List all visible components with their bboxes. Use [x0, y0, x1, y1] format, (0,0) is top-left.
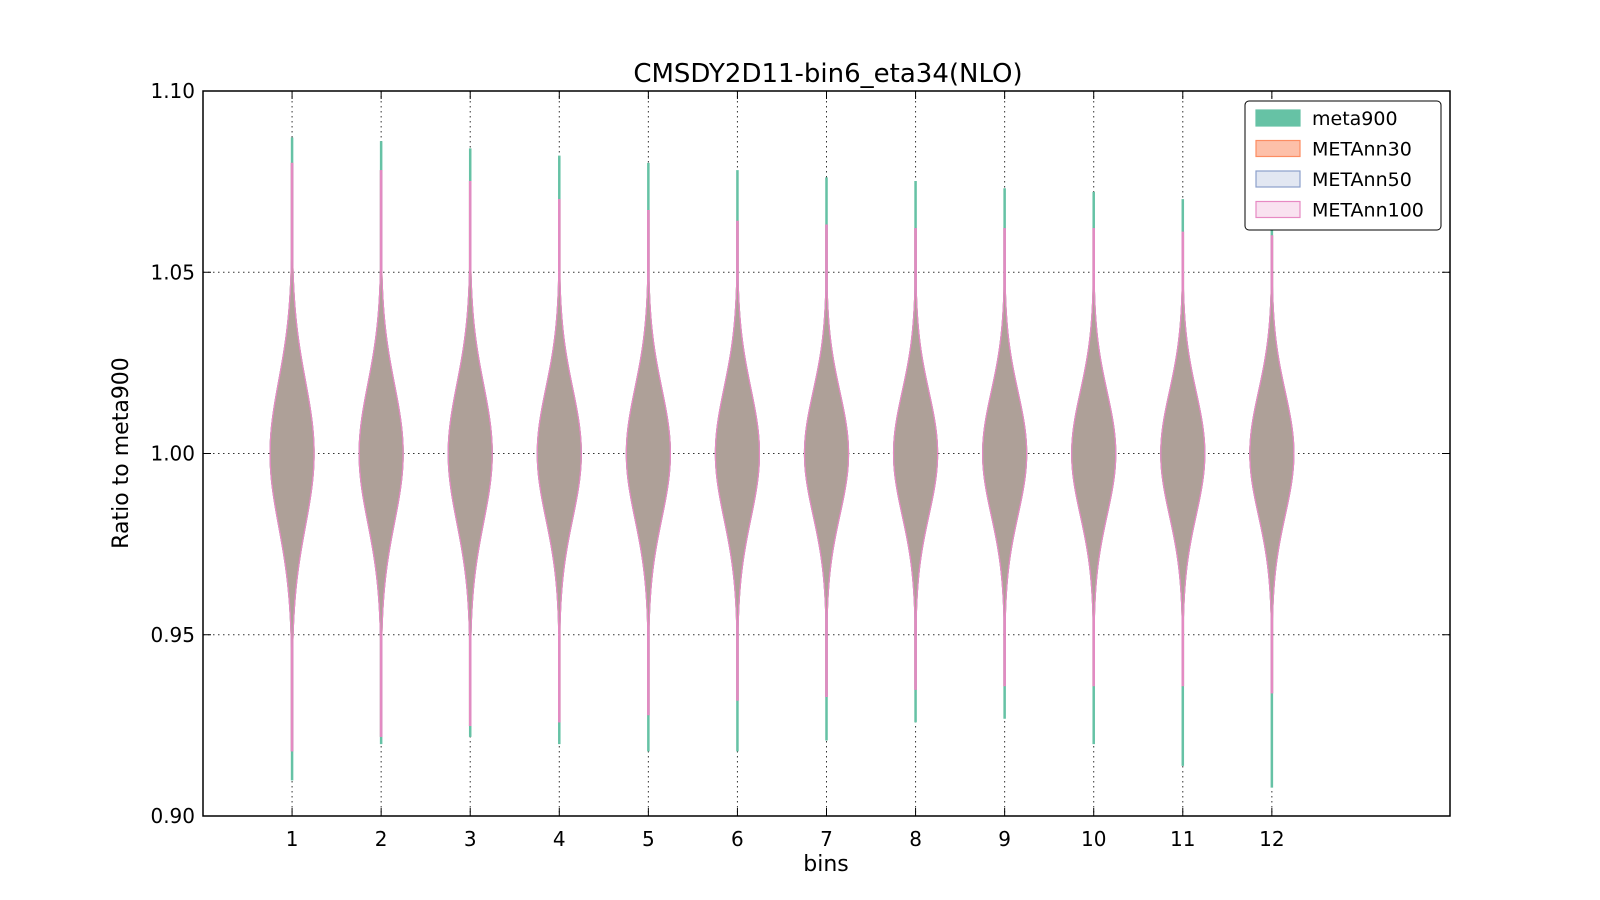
violin-METAnn100-bin-1 [269, 162, 315, 752]
legend-box [1244, 100, 1442, 231]
x-tick-label: 2 [375, 827, 388, 851]
y-axis-label: Ratio to meta900 [109, 357, 134, 549]
x-tick-label: 7 [820, 827, 833, 851]
violin-METAnn100-bin-12 [1249, 235, 1295, 694]
y-tick-label: 0.95 [150, 623, 195, 647]
legend-label-METAnn30: METAnn30 [1312, 139, 1412, 161]
x-tick-label: 12 [1259, 827, 1284, 851]
violin-METAnn100-bin-4 [536, 199, 582, 723]
violin-series-METAnn100 [269, 162, 1295, 752]
x-axis-label: bins [803, 852, 848, 877]
legend-label-meta900: meta900 [1312, 108, 1398, 130]
violin-series-METAnn50 [269, 162, 1295, 752]
y-tick-label: 1.00 [150, 442, 195, 466]
legend-swatch-METAnn100 [1255, 200, 1301, 219]
y-tick-label: 0.90 [150, 804, 195, 828]
x-tick-label: 3 [464, 827, 477, 851]
violin-METAnn100-bin-8 [892, 228, 939, 690]
x-tick-label: 4 [553, 827, 566, 851]
x-tick-label: 9 [998, 827, 1011, 851]
x-tick-label: 1 [286, 827, 299, 851]
violin-METAnn100-bin-11 [1160, 231, 1206, 687]
violin-METAnn100-bin-3 [447, 181, 493, 726]
legend: meta900 METAnn30 METAnn50 METAnn100 [1244, 100, 1442, 231]
y-tick-label: 1.05 [150, 260, 195, 284]
legend-swatch-METAnn30 [1255, 139, 1301, 158]
legend-swatch-meta900 [1255, 109, 1301, 127]
violin-METAnn100-bin-5 [625, 210, 671, 716]
violin-METAnn100-bin-7 [803, 224, 850, 697]
x-tick-label: 5 [642, 827, 655, 851]
axis-ticks: 0.900.951.001.051.101 2 3 4 5 6 7 8 9 10 11 12 [150, 79, 1450, 851]
violin-METAnn100-bin-9 [982, 228, 1028, 687]
violin-METAnn100-bin-6 [714, 220, 761, 701]
violin-series-meta900 [269, 137, 1295, 788]
legend-label-METAnn50: METAnn50 [1312, 169, 1412, 191]
violin-series-METAnn30 [269, 162, 1295, 752]
x-tick-label: 11 [1170, 827, 1195, 851]
violin-METAnn100-bin-10 [1071, 228, 1117, 687]
violin-plots [269, 137, 1295, 788]
x-tick-label: 6 [731, 827, 744, 851]
x-tick-label: 10 [1081, 827, 1106, 851]
violin-METAnn100-bin-2 [358, 170, 404, 737]
chart-title: CMSDY2D11-bin6_eta34(NLO) [633, 59, 1022, 89]
y-tick-label: 1.10 [150, 79, 195, 103]
legend-label-METAnn100: METAnn100 [1312, 200, 1424, 222]
legend-swatch-METAnn50 [1255, 170, 1301, 188]
x-tick-label: 8 [909, 827, 922, 851]
